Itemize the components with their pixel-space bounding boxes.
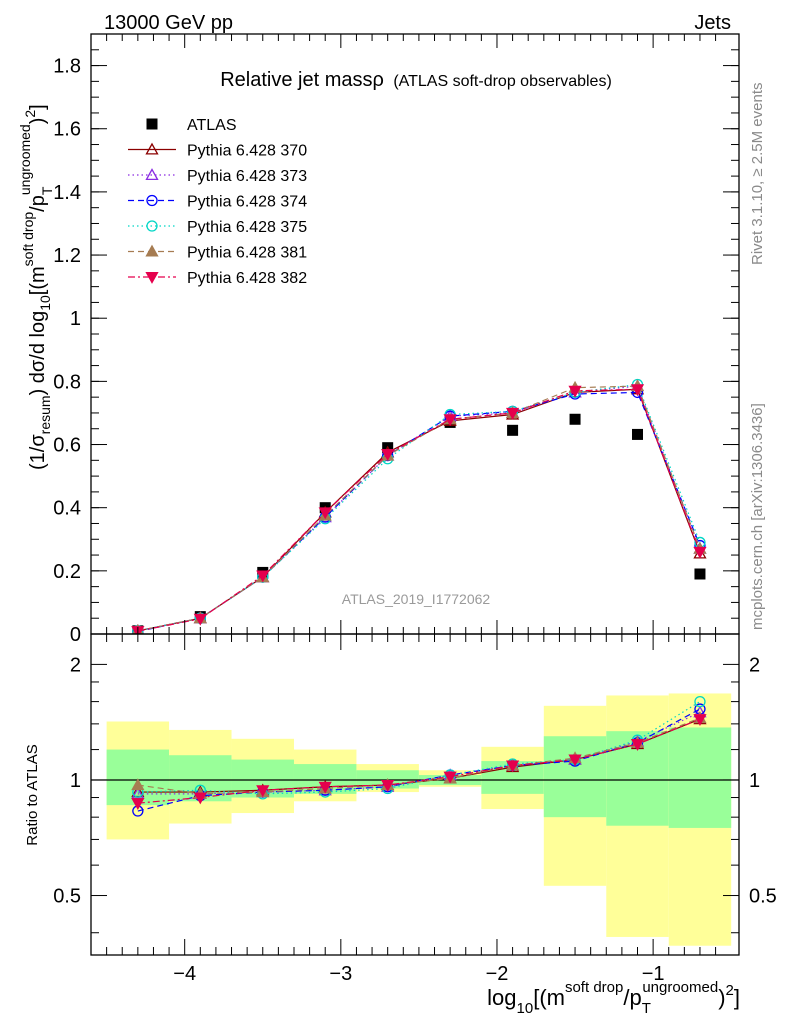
ratio-line bbox=[137, 717, 701, 795]
analysis-tag: ATLAS_2019_I1772062 bbox=[342, 591, 491, 607]
y-tick-label: 0.4 bbox=[53, 498, 81, 520]
y-tick-label: 0.2 bbox=[53, 561, 81, 583]
data-point bbox=[193, 613, 207, 626]
series-line bbox=[137, 388, 701, 632]
ratio-point bbox=[193, 792, 207, 805]
ratio-y-tick-label-right: 1 bbox=[749, 770, 760, 792]
data-point bbox=[507, 424, 519, 436]
ratio-point bbox=[505, 760, 520, 773]
data-point bbox=[569, 413, 581, 425]
x-tick-label: −4 bbox=[173, 963, 196, 985]
header-left: 13000 GeV pp bbox=[104, 12, 233, 34]
data-point bbox=[694, 568, 706, 580]
legend-label: Pythia 6.428 373 bbox=[187, 168, 307, 185]
ratio-line bbox=[137, 718, 701, 804]
ratio-point bbox=[694, 695, 706, 708]
legend-entry: Pythia 6.428 370 bbox=[128, 143, 307, 160]
y-tick-label: 1.2 bbox=[53, 245, 81, 267]
legend-marker bbox=[145, 271, 159, 284]
legend-entry: ATLAS bbox=[146, 117, 237, 134]
mcplots-label: mcplots.cern.ch [arXiv:1306.3436] bbox=[749, 403, 766, 630]
x-tick-label: −3 bbox=[329, 963, 352, 985]
legend-label: ATLAS bbox=[187, 117, 237, 134]
uncertainty-band-inner bbox=[543, 736, 607, 818]
data-point bbox=[381, 448, 395, 461]
ratio-point bbox=[381, 779, 395, 792]
y-tick-label: 0.8 bbox=[53, 371, 81, 393]
y-tick-label: 1.6 bbox=[53, 119, 81, 141]
ratio-point bbox=[693, 714, 707, 727]
ratio-point bbox=[568, 754, 582, 767]
y-tick-label: 1 bbox=[70, 308, 81, 330]
ratio-point bbox=[131, 798, 145, 811]
ratio-point bbox=[630, 739, 645, 751]
data-point bbox=[632, 428, 644, 440]
data-point bbox=[568, 385, 582, 398]
uncertainty-band-inner bbox=[668, 727, 732, 828]
main-panel: 0 0.2 0.4 0.6 0.8 1 1.2 1.4 1.6 1.8 Relative jet … bbox=[17, 33, 740, 646]
ratio-point bbox=[131, 778, 145, 791]
ratio-panel: 0.5 0.5 1 1 2 2 −4 −3 −2 −1 Ratio to ATLAS log10[… bbox=[24, 633, 777, 1017]
legend-label: Pythia 6.428 374 bbox=[187, 194, 307, 211]
y-tick-label: 0.6 bbox=[53, 435, 81, 457]
legend-entry: Pythia 6.428 381 bbox=[128, 245, 307, 262]
x-axis-label: log10[(msoft drop/pTungroomed)2] bbox=[487, 979, 740, 1017]
ratio-y-tick-label: 0.5 bbox=[53, 886, 81, 908]
data-point bbox=[256, 570, 270, 583]
ratio-point bbox=[256, 785, 270, 798]
legend: ATLAS Pythia 6.428 370 Pythia 6.428 373 Pyt… bbox=[128, 117, 307, 287]
ratio-frame bbox=[90, 633, 740, 956]
legend-entry: Pythia 6.428 375 bbox=[128, 219, 307, 236]
ratio-point bbox=[443, 771, 457, 784]
data-point bbox=[443, 414, 457, 427]
rivet-label: Rivet 3.1.10, ≥ 2.5M events bbox=[749, 83, 766, 266]
y-tick-label: 0 bbox=[70, 624, 81, 646]
legend-label: Pythia 6.428 375 bbox=[187, 219, 307, 236]
ratio-y-tick-label-right: 2 bbox=[749, 654, 760, 676]
legend-entry: Pythia 6.428 374 bbox=[128, 194, 307, 211]
y-tick-label: 1.8 bbox=[53, 56, 81, 78]
x-tick-label: −1 bbox=[642, 963, 665, 985]
legend-label: Pythia 6.428 370 bbox=[187, 143, 307, 160]
data-point bbox=[693, 546, 707, 559]
legend-marker bbox=[145, 142, 159, 155]
legend-label: Pythia 6.428 382 bbox=[187, 270, 307, 287]
data-point bbox=[318, 507, 332, 520]
legend-marker bbox=[146, 220, 158, 232]
ratio-y-tick-label: 1 bbox=[70, 770, 81, 792]
data-point bbox=[630, 384, 645, 397]
series-pythia-6-428-382 bbox=[131, 384, 707, 634]
ratio-series-pythia-6-428-382 bbox=[131, 714, 707, 811]
y-tick-label: 1.4 bbox=[53, 182, 81, 204]
main-title: Relative jet massρ (ATLAS soft-drop obse… bbox=[220, 69, 612, 91]
legend-marker bbox=[146, 194, 158, 207]
legend-marker bbox=[145, 168, 159, 181]
legend-entry: Pythia 6.428 382 bbox=[128, 270, 307, 287]
y-axis-label-main: (1/σresum) dσ/d log10[(msoft drop/pTungr… bbox=[17, 104, 55, 470]
legend-entry: Pythia 6.428 373 bbox=[128, 168, 307, 185]
ratio-y-tick-label: 2 bbox=[70, 654, 81, 676]
ratio-point bbox=[318, 781, 332, 794]
legend-marker bbox=[146, 118, 158, 130]
legend-marker bbox=[145, 244, 159, 257]
header-right: Jets bbox=[694, 12, 731, 34]
legend-label: Pythia 6.428 381 bbox=[187, 245, 307, 262]
data-point bbox=[505, 407, 520, 420]
x-tick-label: −2 bbox=[486, 963, 509, 985]
ratio-y-tick-label-right: 0.5 bbox=[749, 886, 777, 908]
y-axis-label-ratio: Ratio to ATLAS bbox=[24, 744, 41, 845]
